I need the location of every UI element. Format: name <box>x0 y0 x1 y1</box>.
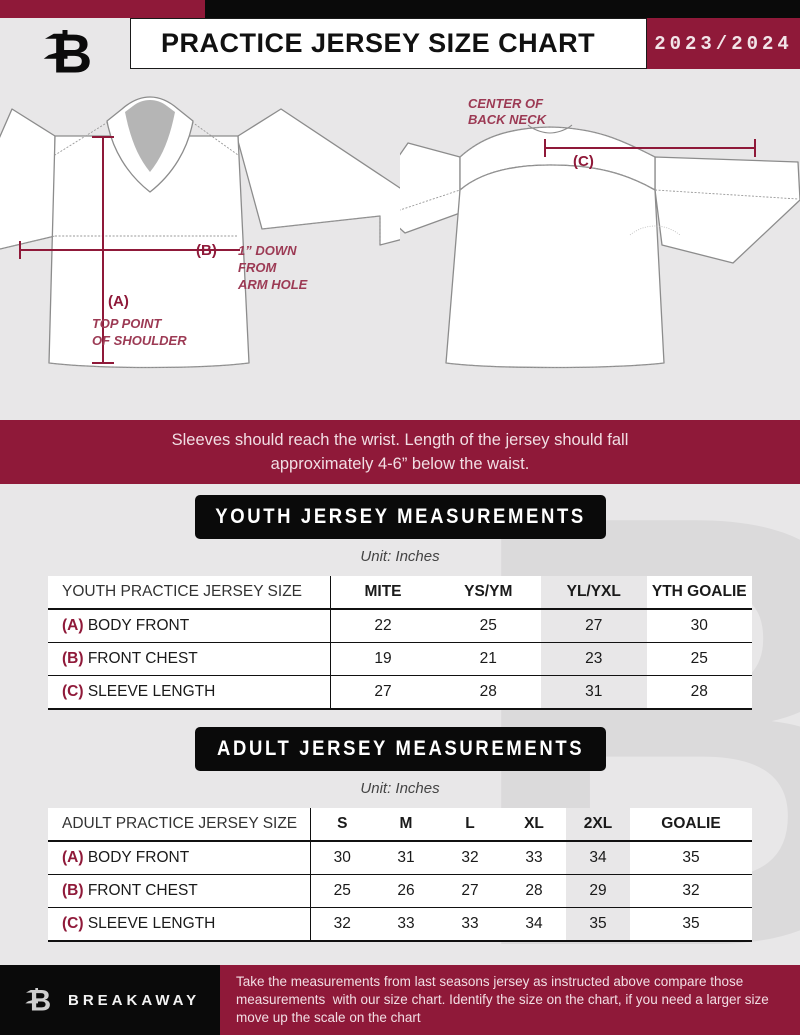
svg-text:B: B <box>30 985 51 1018</box>
